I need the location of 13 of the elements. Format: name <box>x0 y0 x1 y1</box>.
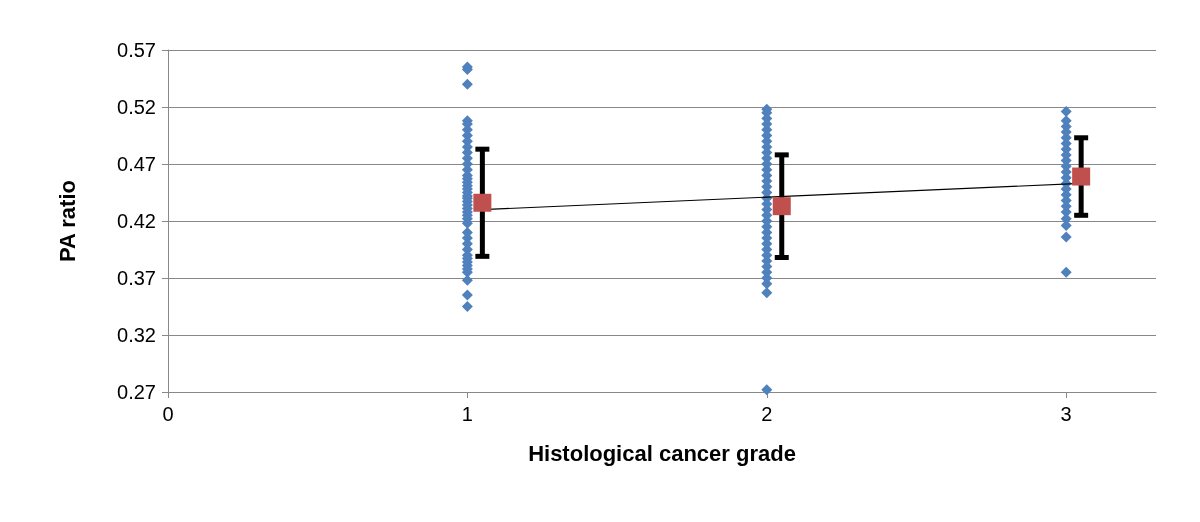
y-tick-label: 0.37 <box>117 267 156 289</box>
x-tick-label: 1 <box>461 403 473 425</box>
y-axis-title: PA ratio <box>54 180 80 262</box>
y-tick-label: 0.47 <box>117 153 156 175</box>
x-axis-title: Histological cancer grade <box>528 440 796 466</box>
x-tick-label: 3 <box>1060 403 1072 425</box>
x-tick-label: 2 <box>761 403 773 425</box>
y-tick-label: 0.57 <box>117 39 156 61</box>
y-tick-label: 0.32 <box>117 324 156 346</box>
x-tick-label: 0 <box>162 403 174 425</box>
y-tick-label: 0.52 <box>117 96 156 118</box>
y-tick-label: 0.42 <box>117 210 156 232</box>
y-tick-label: 0.27 <box>117 381 156 403</box>
